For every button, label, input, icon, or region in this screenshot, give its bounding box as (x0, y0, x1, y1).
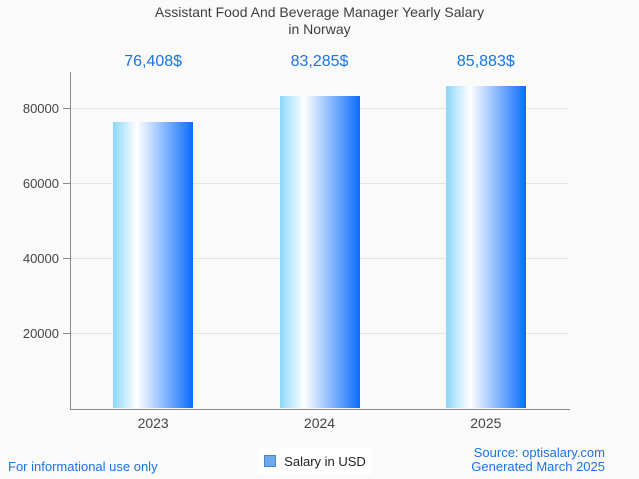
legend-marker-icon (264, 455, 277, 467)
bar-2024 (279, 96, 360, 409)
bar-value-label: 83,285$ (290, 53, 349, 70)
y-axis-tick (63, 258, 70, 259)
chart-title-line2: in Norway (288, 21, 351, 37)
y-axis-tick (63, 333, 70, 334)
x-axis-line (70, 408, 570, 410)
generated-text: Generated March 2025 (471, 459, 605, 474)
y-axis-label: 20000 (22, 325, 59, 341)
x-axis-label: 2025 (470, 415, 502, 431)
source-text: Source: optisalary.com (473, 445, 605, 460)
disclaimer-text: For informational use only (8, 459, 158, 474)
bar-value-label: 76,408$ (124, 53, 183, 70)
y-axis-label: 40000 (22, 250, 59, 266)
x-axis-label: 2024 (303, 415, 336, 431)
y-axis-tick (63, 108, 70, 109)
y-axis-label: 80000 (22, 100, 59, 116)
y-axis-tick (63, 183, 70, 184)
source-attribution: Source: optisalary.com Generated March 2… (471, 446, 605, 474)
bar-value-label: 85,883$ (456, 53, 515, 70)
chart-title: Assistant Food And Beverage Manager Year… (0, 4, 639, 38)
y-axis-line (70, 72, 71, 409)
bar-2025 (445, 86, 526, 409)
x-axis-label: 2023 (137, 415, 169, 431)
bar-2023 (113, 121, 194, 409)
legend: Salary in USD (258, 448, 372, 474)
chart-title-line1: Assistant Food And Beverage Manager Year… (154, 4, 485, 20)
y-axis-label: 60000 (22, 175, 59, 191)
legend-label: Salary in USD (284, 453, 366, 469)
